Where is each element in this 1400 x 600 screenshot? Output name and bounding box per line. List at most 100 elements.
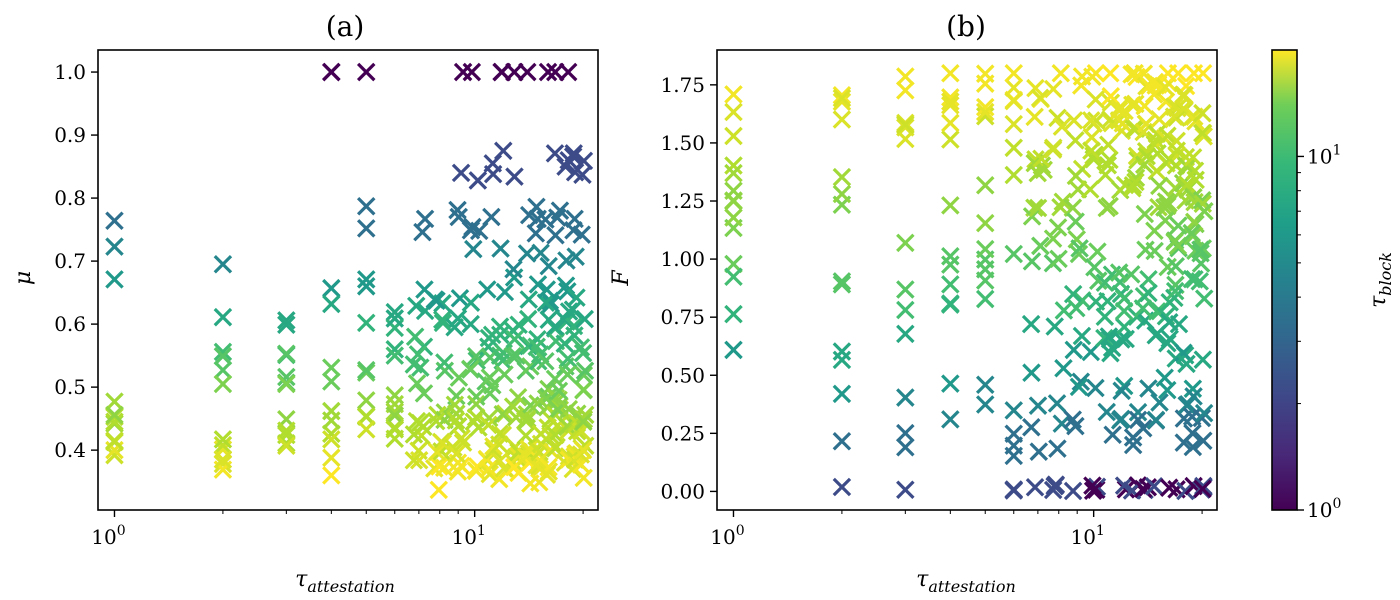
- scatter-marker: [1177, 354, 1196, 374]
- scatter-marker: [356, 407, 376, 427]
- scatter-marker: [1145, 241, 1164, 261]
- scatter-marker: [1083, 476, 1102, 495]
- scatter-marker: [277, 433, 296, 453]
- scatter-marker: [1053, 192, 1073, 211]
- scatter-marker: [1101, 86, 1121, 106]
- scatter-marker: [896, 81, 915, 100]
- scatter-marker: [832, 92, 852, 112]
- scatter-marker: [1063, 198, 1083, 218]
- panel-b-xtick-label: 100: [710, 523, 744, 549]
- scatter-marker: [490, 435, 509, 454]
- scatter-marker: [505, 62, 524, 82]
- scatter-marker: [105, 237, 124, 256]
- scatter-marker: [322, 358, 341, 377]
- scatter-marker: [409, 450, 429, 470]
- scatter-marker: [1028, 396, 1048, 415]
- scatter-marker: [896, 118, 915, 137]
- scatter-marker: [1193, 123, 1212, 143]
- scatter-marker: [537, 280, 557, 299]
- scatter-marker: [574, 412, 593, 432]
- scatter-marker: [277, 374, 296, 394]
- panel-a-ytick-label: 0.5: [54, 375, 86, 399]
- scatter-marker: [1086, 378, 1105, 398]
- scatter-marker: [1085, 257, 1104, 277]
- scatter-marker: [213, 254, 233, 274]
- scatter-marker: [549, 381, 569, 401]
- scatter-marker: [1022, 363, 1041, 382]
- colorbar-gradient: [1272, 50, 1297, 510]
- scatter-marker: [322, 372, 341, 391]
- scatter-marker: [724, 254, 743, 274]
- scatter-marker: [1193, 103, 1212, 123]
- scatter-marker: [1022, 252, 1042, 271]
- scatter-marker: [1173, 86, 1193, 106]
- scatter-marker: [1114, 376, 1134, 396]
- scatter-marker: [1083, 481, 1103, 500]
- scatter-marker: [448, 309, 468, 328]
- scatter-marker: [724, 340, 743, 360]
- scatter-marker: [479, 415, 498, 435]
- scatter-marker: [1025, 477, 1045, 497]
- panel-a-ytick-label: 0.6: [54, 312, 86, 336]
- scatter-marker: [213, 435, 233, 455]
- scatter-marker: [495, 282, 515, 302]
- scatter-marker: [490, 451, 510, 471]
- scatter-marker: [1114, 301, 1134, 321]
- scatter-marker: [1066, 212, 1085, 231]
- scatter-marker: [1004, 446, 1024, 466]
- scatter-marker: [1096, 165, 1115, 185]
- scatter-marker: [1127, 307, 1147, 326]
- scatter-marker: [493, 404, 513, 424]
- scatter-marker: [516, 426, 536, 445]
- scatter-marker: [941, 410, 960, 429]
- scatter-marker: [505, 329, 524, 349]
- scatter-marker: [407, 374, 427, 393]
- scatter-marker: [427, 442, 447, 462]
- scatter-marker: [1095, 273, 1115, 293]
- scatter-marker: [1025, 107, 1044, 127]
- scatter-marker: [356, 270, 376, 289]
- scatter-marker: [495, 365, 514, 384]
- scatter-marker: [213, 454, 233, 474]
- scatter-marker: [896, 300, 915, 320]
- panel-b-xlabel: τattestation: [916, 567, 1016, 596]
- scatter-marker: [896, 438, 915, 457]
- scatter-marker: [1044, 79, 1063, 99]
- scatter-marker: [1128, 410, 1148, 430]
- scatter-marker: [1067, 298, 1086, 318]
- scatter-marker: [573, 343, 593, 363]
- scatter-marker: [1098, 291, 1117, 311]
- scatter-marker: [425, 290, 445, 309]
- scatter-marker: [466, 346, 486, 366]
- scatter-marker: [277, 367, 296, 387]
- scatter-marker: [546, 225, 565, 245]
- scatter-marker: [941, 130, 960, 149]
- scatter-marker: [975, 289, 995, 309]
- scatter-marker: [1064, 340, 1084, 360]
- scatter-marker: [1063, 284, 1083, 304]
- panel-a-xtick-label: 100: [91, 523, 125, 549]
- scatter-marker: [105, 392, 124, 411]
- scatter-marker: [490, 317, 510, 336]
- scatter-marker: [1066, 131, 1085, 150]
- scatter-marker: [1099, 135, 1118, 155]
- scatter-marker: [1183, 423, 1202, 443]
- scatter-marker: [1022, 418, 1041, 437]
- scatter-marker: [1004, 401, 1024, 420]
- scatter-marker: [896, 280, 915, 299]
- scatter-marker: [550, 201, 570, 220]
- scatter-marker: [356, 219, 376, 238]
- scatter-marker: [975, 395, 995, 414]
- scatter-marker: [1135, 204, 1155, 224]
- scatter-marker: [1004, 91, 1024, 111]
- panel-b-ytick-label: 0.75: [660, 305, 705, 329]
- scatter-marker: [1052, 117, 1072, 136]
- scatter-marker: [1133, 418, 1153, 438]
- scatter-marker: [941, 92, 960, 111]
- scatter-marker: [1186, 170, 1205, 190]
- scatter-marker: [1045, 317, 1065, 336]
- scatter-marker: [941, 275, 960, 294]
- scatter-marker: [574, 365, 594, 385]
- scatter-marker: [450, 289, 470, 308]
- colorbar-tick-label: 101: [1307, 142, 1341, 168]
